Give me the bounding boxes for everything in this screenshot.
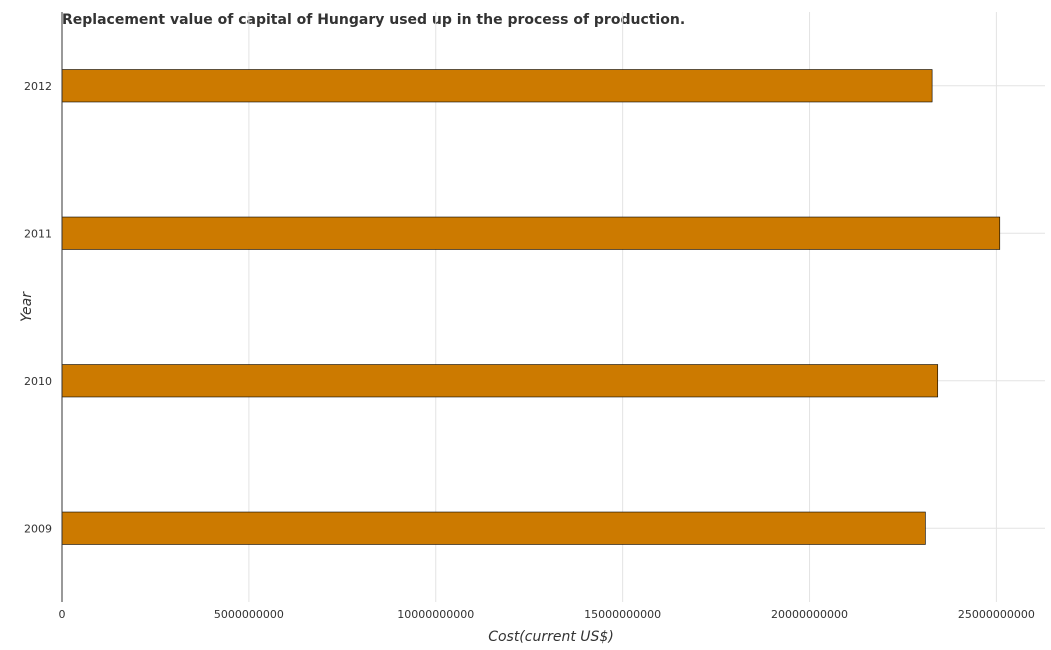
x-tick-label: 20000000000 bbox=[771, 608, 848, 621]
x-tick-label: 15000000000 bbox=[584, 608, 661, 621]
x-tick-label: 5000000000 bbox=[214, 608, 284, 621]
y-tick-label: 2009 bbox=[24, 522, 52, 535]
chart-title: Replacement value of capital of Hungary … bbox=[62, 12, 685, 28]
x-tick-label: 0 bbox=[59, 608, 66, 621]
y-tick-label: 2012 bbox=[24, 80, 52, 93]
y-axis-label: Year bbox=[19, 291, 35, 322]
x-tick-label: 10000000000 bbox=[397, 608, 474, 621]
y-tick-label: 2011 bbox=[24, 227, 52, 240]
x-tick-label: 25000000000 bbox=[958, 608, 1035, 621]
x-axis-label: Cost(current US$) bbox=[488, 629, 614, 645]
tick-labels: 0 5000000000 10000000000 15000000000 2000000… bbox=[24, 80, 1035, 621]
bar-2009 bbox=[61, 511, 926, 545]
bar-2011 bbox=[61, 216, 1001, 250]
y-tick-label: 2010 bbox=[24, 375, 52, 388]
bar-2010 bbox=[61, 364, 939, 398]
bars bbox=[61, 69, 1001, 545]
bar-2012 bbox=[61, 69, 933, 103]
